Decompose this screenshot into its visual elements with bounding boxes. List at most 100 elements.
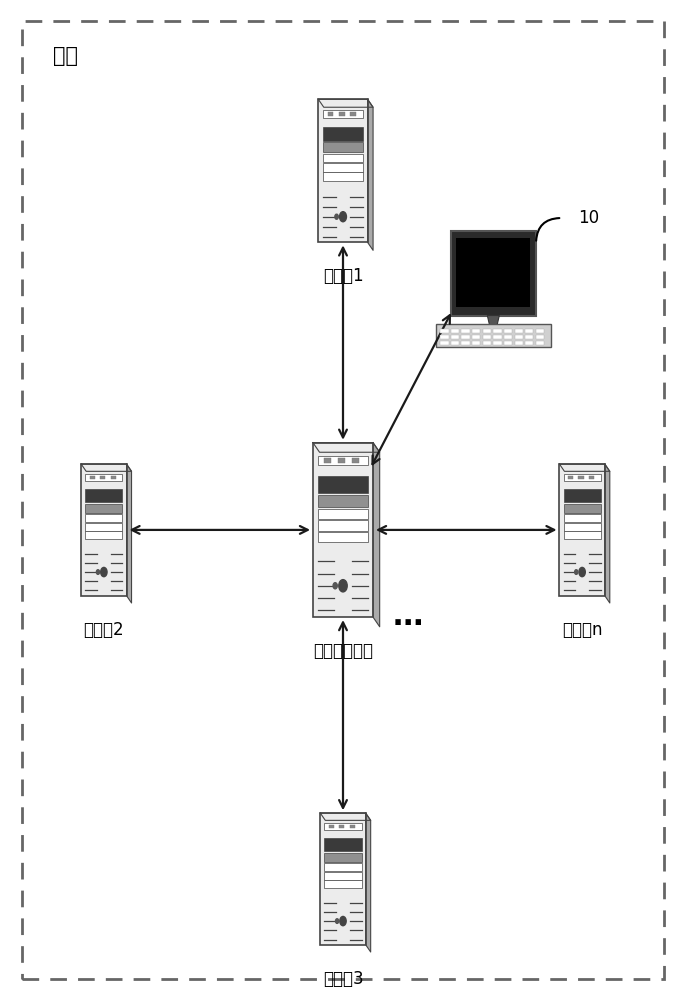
Circle shape (333, 583, 338, 589)
FancyBboxPatch shape (451, 231, 536, 316)
FancyBboxPatch shape (451, 335, 459, 339)
FancyBboxPatch shape (493, 335, 501, 339)
Text: ⋯: ⋯ (392, 610, 423, 639)
Polygon shape (313, 443, 379, 452)
Circle shape (335, 214, 338, 219)
Polygon shape (318, 99, 373, 107)
FancyBboxPatch shape (85, 489, 123, 502)
Polygon shape (320, 813, 370, 820)
FancyBboxPatch shape (313, 443, 373, 617)
FancyBboxPatch shape (340, 825, 344, 828)
FancyBboxPatch shape (563, 523, 601, 531)
Circle shape (575, 570, 578, 574)
FancyBboxPatch shape (514, 335, 523, 339)
FancyBboxPatch shape (352, 458, 359, 463)
FancyBboxPatch shape (504, 335, 512, 339)
FancyBboxPatch shape (563, 474, 601, 481)
FancyBboxPatch shape (536, 335, 544, 339)
FancyBboxPatch shape (560, 464, 605, 596)
Text: 子系统3: 子系统3 (322, 970, 364, 988)
FancyBboxPatch shape (472, 329, 480, 333)
Polygon shape (487, 316, 499, 325)
FancyBboxPatch shape (483, 341, 491, 345)
Text: 10: 10 (578, 209, 599, 227)
FancyBboxPatch shape (351, 112, 356, 116)
FancyBboxPatch shape (318, 476, 368, 493)
FancyBboxPatch shape (563, 531, 601, 539)
FancyBboxPatch shape (436, 324, 551, 347)
FancyBboxPatch shape (324, 872, 362, 880)
FancyBboxPatch shape (318, 532, 368, 542)
Circle shape (579, 567, 585, 577)
Circle shape (339, 580, 347, 592)
FancyBboxPatch shape (350, 825, 355, 828)
FancyBboxPatch shape (324, 458, 331, 463)
FancyBboxPatch shape (462, 329, 470, 333)
FancyBboxPatch shape (100, 476, 106, 479)
FancyBboxPatch shape (85, 531, 123, 539)
FancyBboxPatch shape (563, 514, 601, 522)
FancyBboxPatch shape (440, 335, 449, 339)
Polygon shape (605, 464, 610, 603)
FancyBboxPatch shape (85, 474, 123, 481)
Text: 系统: 系统 (53, 46, 78, 66)
FancyBboxPatch shape (525, 335, 534, 339)
FancyBboxPatch shape (110, 476, 116, 479)
FancyBboxPatch shape (318, 520, 368, 531)
FancyBboxPatch shape (324, 863, 362, 871)
Polygon shape (368, 99, 373, 250)
FancyBboxPatch shape (339, 112, 344, 116)
FancyBboxPatch shape (504, 341, 512, 345)
FancyBboxPatch shape (525, 341, 534, 345)
Text: 下载服务平台: 下载服务平台 (313, 642, 373, 660)
FancyBboxPatch shape (324, 853, 362, 862)
Circle shape (97, 570, 99, 574)
FancyBboxPatch shape (323, 110, 363, 118)
FancyBboxPatch shape (451, 329, 459, 333)
FancyBboxPatch shape (318, 99, 368, 242)
FancyBboxPatch shape (323, 142, 363, 152)
Polygon shape (126, 464, 132, 603)
FancyBboxPatch shape (563, 489, 601, 502)
Text: 子系统2: 子系统2 (84, 621, 124, 639)
FancyBboxPatch shape (493, 341, 501, 345)
Text: 子系统n: 子系统n (562, 621, 602, 639)
FancyBboxPatch shape (85, 523, 123, 531)
FancyBboxPatch shape (483, 329, 491, 333)
FancyBboxPatch shape (493, 329, 501, 333)
FancyBboxPatch shape (90, 476, 95, 479)
FancyBboxPatch shape (483, 335, 491, 339)
FancyBboxPatch shape (328, 112, 333, 116)
Polygon shape (81, 464, 132, 471)
FancyBboxPatch shape (85, 504, 123, 513)
FancyBboxPatch shape (563, 504, 601, 513)
FancyBboxPatch shape (324, 880, 362, 888)
FancyBboxPatch shape (536, 329, 544, 333)
FancyBboxPatch shape (22, 21, 664, 979)
FancyBboxPatch shape (323, 154, 363, 162)
FancyBboxPatch shape (320, 813, 366, 945)
Polygon shape (560, 464, 610, 471)
FancyBboxPatch shape (324, 823, 362, 830)
FancyBboxPatch shape (338, 458, 345, 463)
Circle shape (335, 919, 339, 923)
Circle shape (340, 916, 346, 926)
FancyBboxPatch shape (85, 514, 123, 522)
Polygon shape (373, 443, 379, 627)
FancyBboxPatch shape (514, 341, 523, 345)
FancyBboxPatch shape (318, 495, 368, 507)
FancyBboxPatch shape (440, 329, 449, 333)
FancyBboxPatch shape (514, 329, 523, 333)
Text: 子系统1: 子系统1 (322, 267, 364, 285)
FancyBboxPatch shape (472, 341, 480, 345)
Polygon shape (366, 813, 370, 952)
FancyBboxPatch shape (440, 341, 449, 345)
FancyBboxPatch shape (589, 476, 594, 479)
FancyBboxPatch shape (329, 825, 334, 828)
FancyBboxPatch shape (456, 238, 530, 307)
FancyBboxPatch shape (536, 341, 544, 345)
FancyBboxPatch shape (318, 509, 368, 519)
FancyBboxPatch shape (568, 476, 573, 479)
FancyBboxPatch shape (462, 335, 470, 339)
FancyBboxPatch shape (462, 341, 470, 345)
